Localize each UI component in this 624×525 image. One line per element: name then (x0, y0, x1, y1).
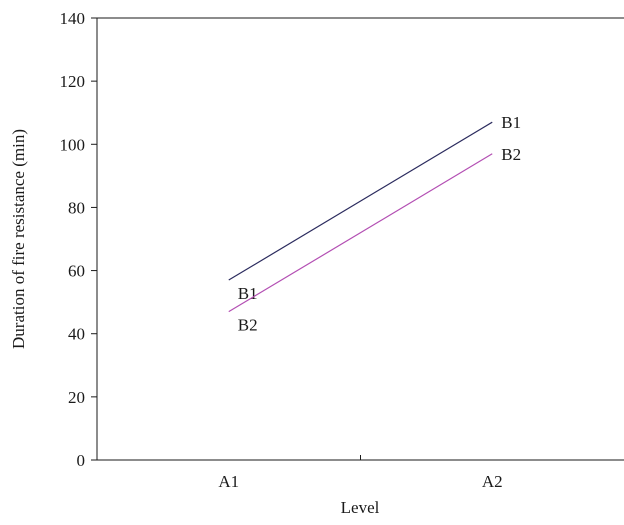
y-axis-ticks: 0 20 40 60 80 100 120 140 (60, 9, 97, 470)
series-start-label: B2 (238, 316, 258, 335)
y-axis-title: Duration of fire resistance (min) (9, 129, 28, 349)
series-start-label: B1 (238, 284, 258, 303)
y-tick-label: 60 (68, 262, 85, 281)
y-tick-label: 120 (60, 72, 86, 91)
series-end-label: B1 (501, 113, 521, 132)
y-tick-label: 100 (60, 135, 86, 154)
x-axis-title: Level (341, 498, 380, 517)
plot-frame (96, 17, 624, 461)
series-line-b1 (228, 121, 493, 281)
y-tick-label: 40 (68, 325, 85, 344)
y-tick-label: 0 (77, 451, 86, 470)
series-line-b2 (228, 153, 493, 313)
y-tick-label: 20 (68, 388, 85, 407)
x-axis-ticks: A1 A2 (218, 455, 503, 491)
x-tick-label: A2 (482, 472, 503, 491)
series-layer: B1 B1 B2 B2 (228, 113, 521, 335)
series-end-label: B2 (501, 145, 521, 164)
y-tick-label: 140 (60, 9, 86, 28)
y-tick-label: 80 (68, 198, 85, 217)
x-tick-label: A1 (218, 472, 239, 491)
